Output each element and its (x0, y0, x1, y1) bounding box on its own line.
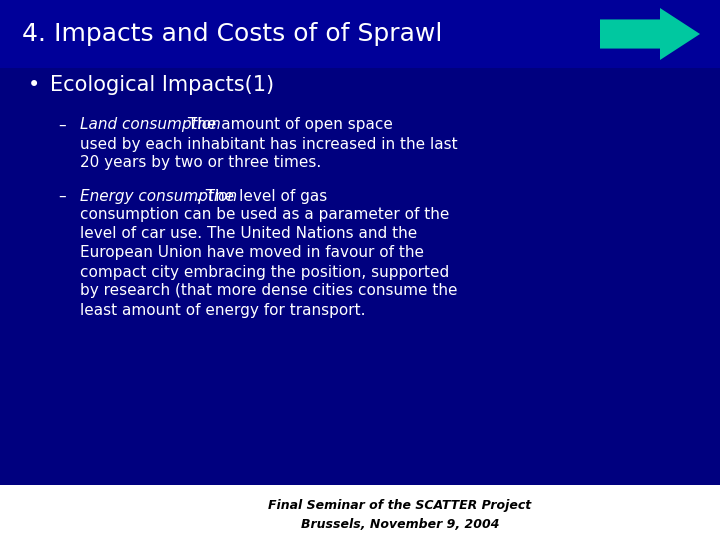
Text: used by each inhabitant has increased in the last: used by each inhabitant has increased in… (80, 137, 458, 152)
Text: Brussels, November 9, 2004: Brussels, November 9, 2004 (301, 518, 499, 531)
Text: •: • (28, 75, 40, 95)
Text: least amount of energy for transport.: least amount of energy for transport. (80, 302, 366, 318)
Text: consumption can be used as a parameter of the: consumption can be used as a parameter o… (80, 207, 449, 222)
Text: Final Seminar of the SCATTER Project: Final Seminar of the SCATTER Project (269, 500, 531, 512)
Bar (0, 485, 720, 540)
Text: –: – (58, 118, 66, 132)
Text: Land consumption: Land consumption (80, 118, 221, 132)
Text: 20 years by two or three times.: 20 years by two or three times. (80, 156, 321, 171)
Text: 4. Impacts and Costs of of Sprawl: 4. Impacts and Costs of of Sprawl (22, 22, 442, 46)
Text: by research (that more dense cities consume the: by research (that more dense cities cons… (80, 284, 457, 299)
Text: The amount of open space: The amount of open space (183, 118, 393, 132)
Text: –: – (58, 188, 66, 204)
Text: European Union have moved in favour of the: European Union have moved in favour of t… (80, 246, 424, 260)
Bar (0, 0, 720, 68)
Text: . The level of gas: . The level of gas (196, 188, 328, 204)
Polygon shape (600, 8, 700, 60)
Text: compact city embracing the position, supported: compact city embracing the position, sup… (80, 265, 449, 280)
Text: Energy consumption: Energy consumption (80, 188, 237, 204)
Text: Ecological Impacts(1): Ecological Impacts(1) (50, 75, 274, 95)
Text: level of car use. The United Nations and the: level of car use. The United Nations and… (80, 226, 418, 241)
